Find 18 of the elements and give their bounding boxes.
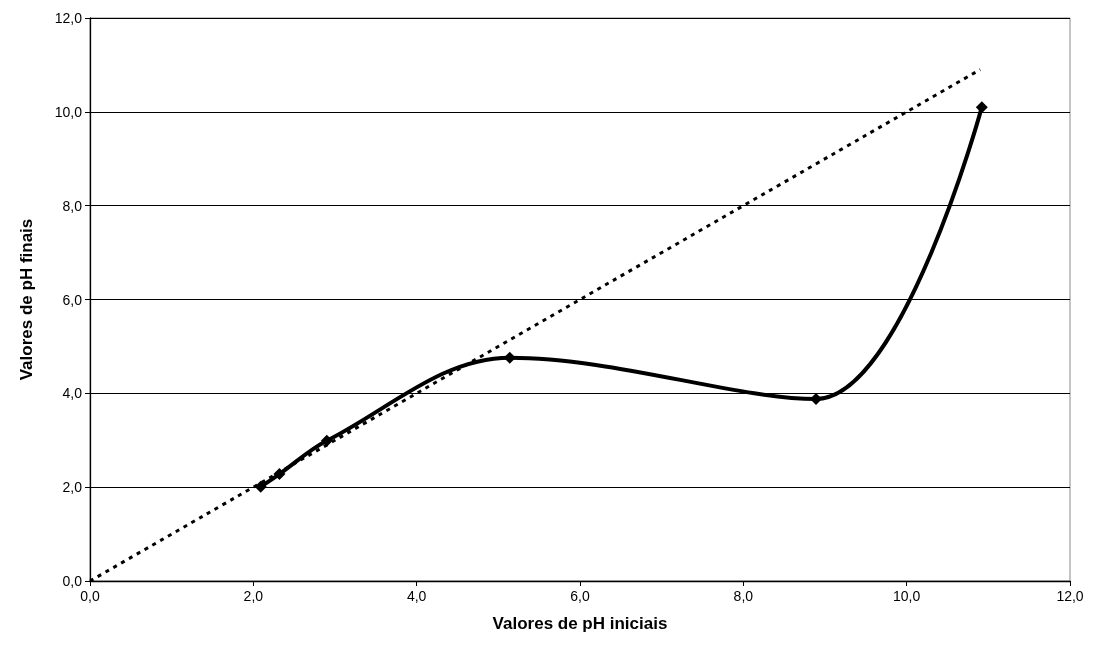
y-tick-label: 10,0 (54, 103, 83, 120)
x-tick-label: 2,0 (243, 588, 264, 604)
x-tick-label: 8,0 (733, 588, 754, 604)
x-tick-label: 4,0 (406, 588, 427, 604)
point (273, 468, 286, 481)
y-tick-label: 12,0 (54, 10, 83, 26)
x-tick-label: 10,0 (893, 588, 921, 604)
x-axis-title: Valores de pH iniciais (492, 614, 668, 633)
y-tick-label: 6,0 (62, 291, 83, 308)
point (320, 434, 333, 447)
y-tick-label: 0,0 (62, 573, 83, 589)
y-tick-label: 4,0 (62, 385, 83, 402)
x-tick-label: 12,0 (1056, 588, 1084, 604)
y-tick-label: 2,0 (62, 479, 83, 496)
y-axis-title: Valores de pH finais (17, 218, 36, 381)
x-tick-label: 0,0 (80, 588, 100, 604)
y-tick-label: 8,0 (62, 197, 83, 214)
x-tick-label: 6,0 (570, 588, 590, 604)
